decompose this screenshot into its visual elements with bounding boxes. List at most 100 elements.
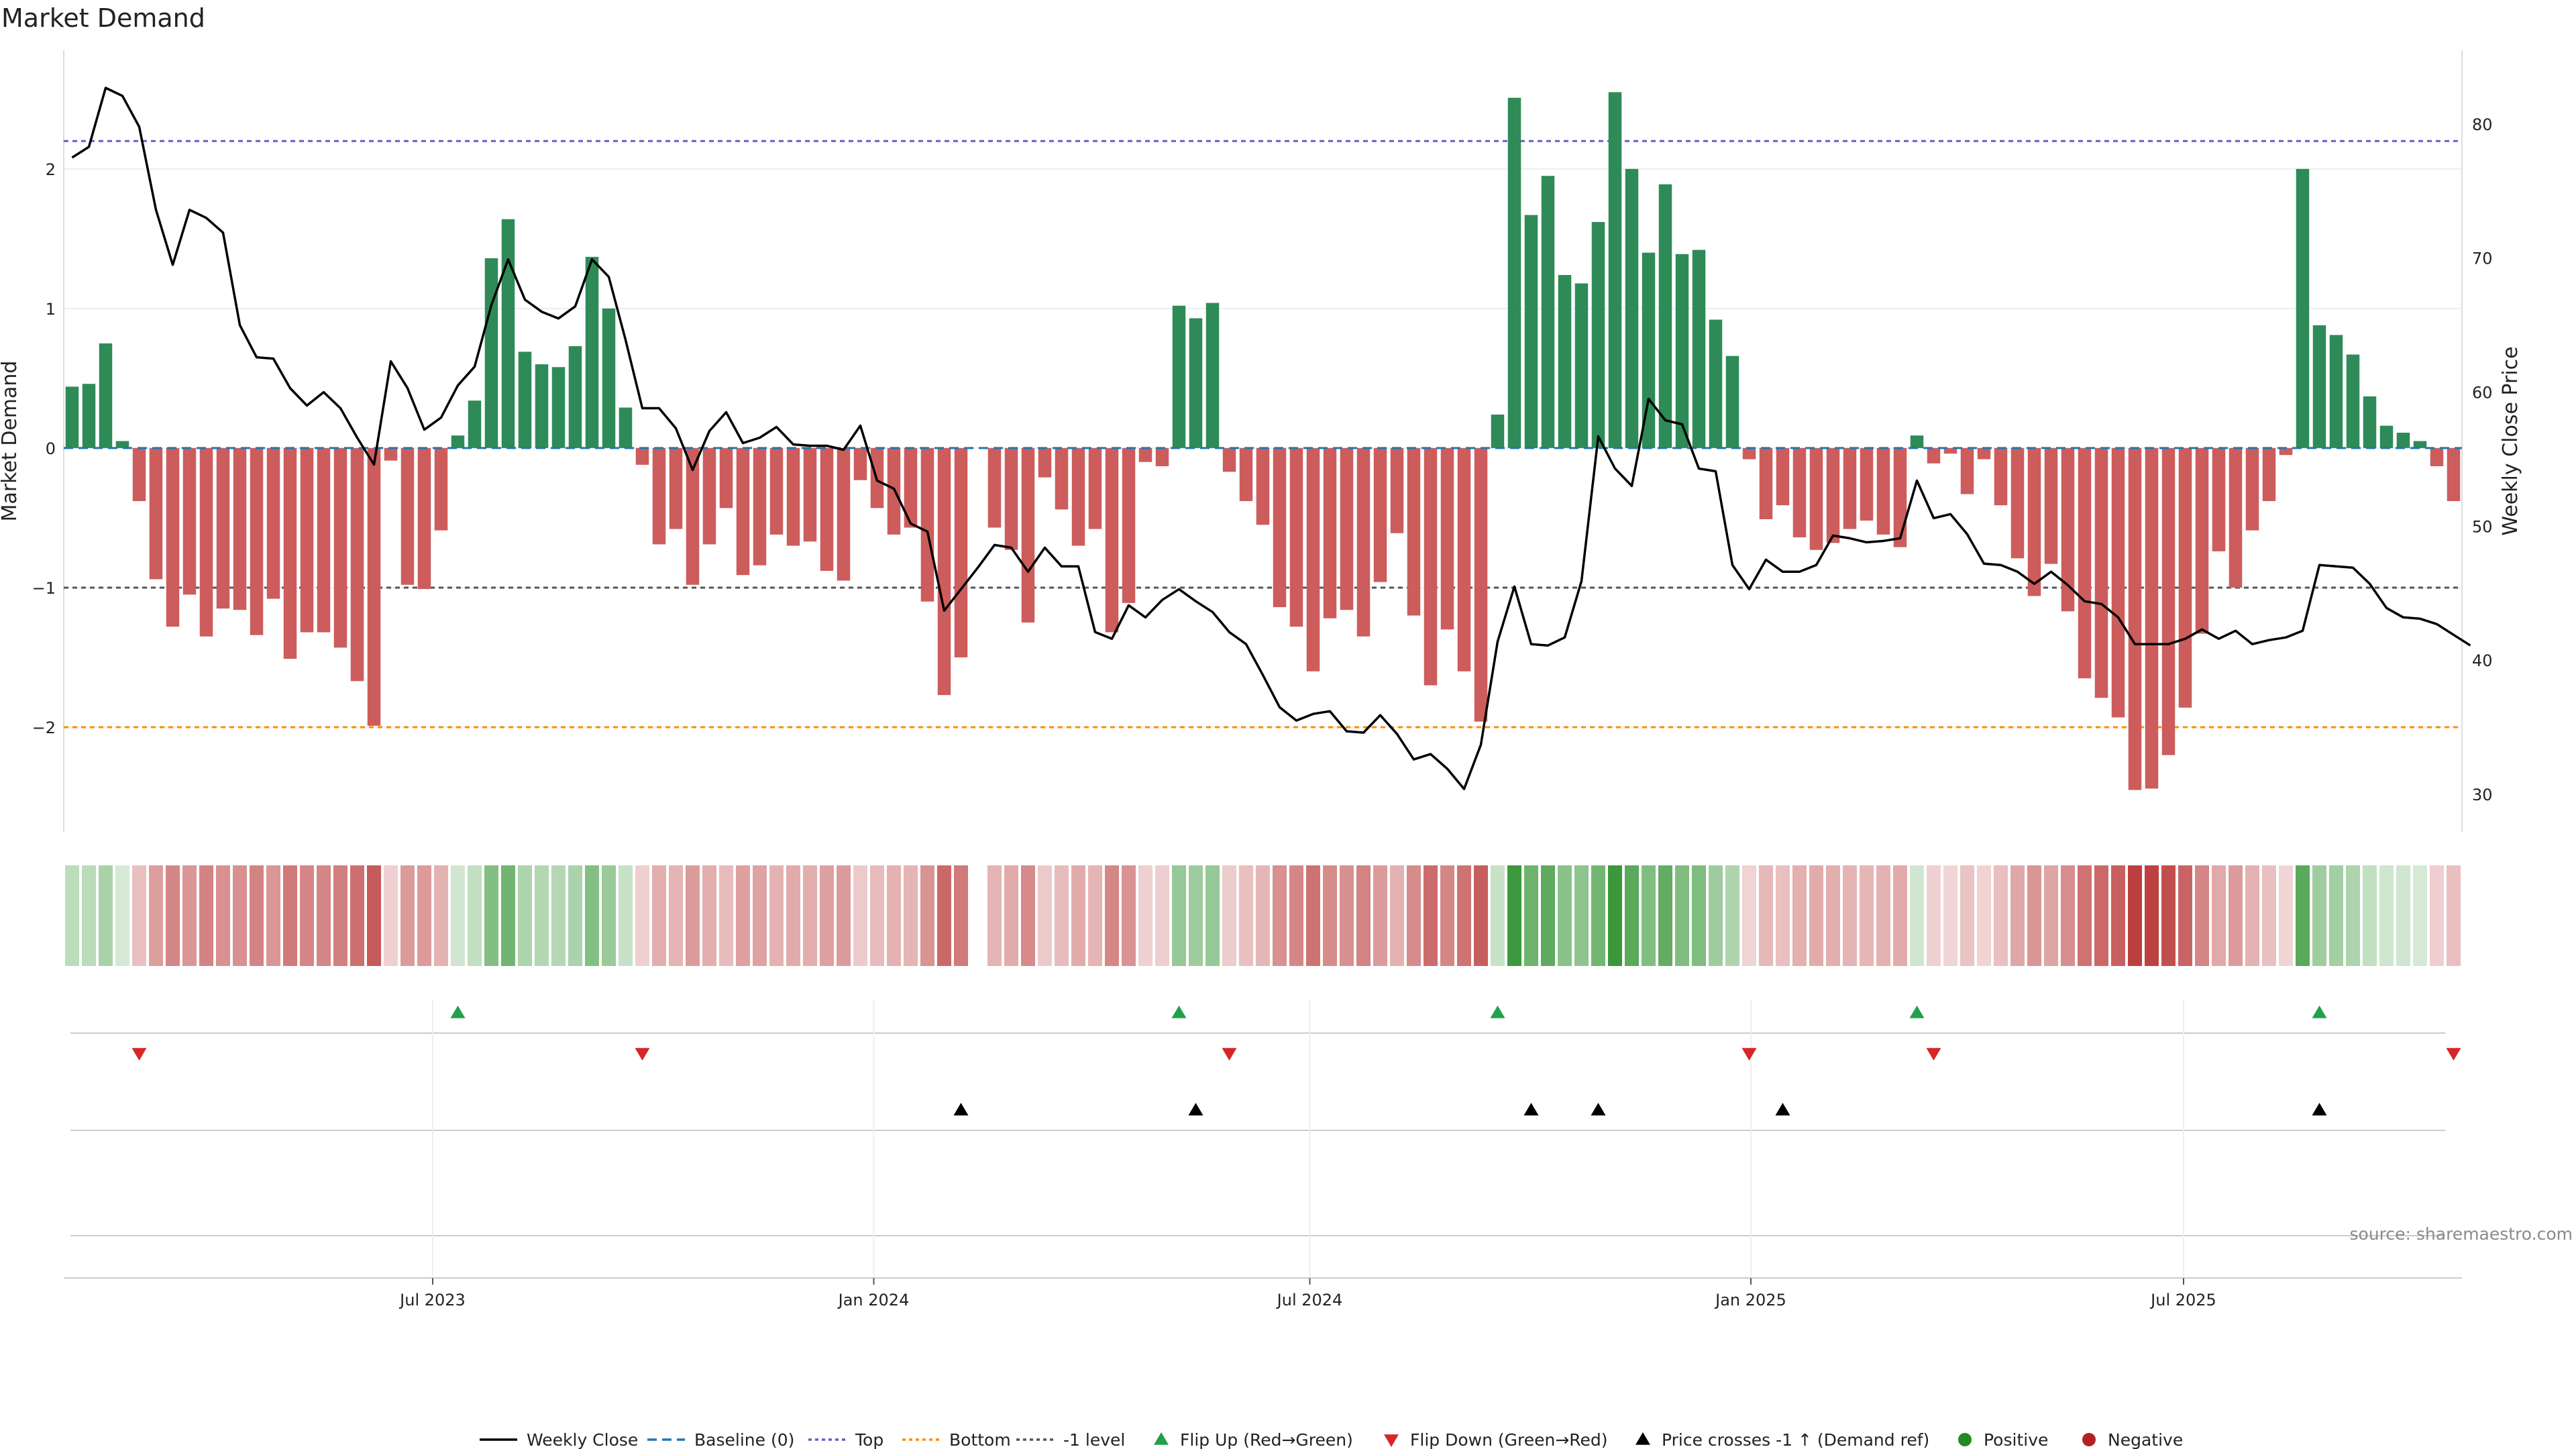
demand-strip-cell [602,865,616,966]
demand-strip-cell [887,865,901,966]
demand-strip-cell [551,865,566,966]
demand-strip-cell [2396,865,2410,966]
demand-strip-cell [2296,865,2310,966]
legend-label: Positive [1984,1430,2048,1449]
demand-strip-cell [853,865,867,966]
demand-strip-cell [350,865,364,966]
demand-strip-cell [1474,865,1488,966]
demand-strip-cell [820,865,834,966]
y2-tick-label: 60 [2472,384,2493,402]
flip-up-marker [1909,1006,1925,1018]
demand-strip-cell [1323,865,1337,966]
demand-bar [149,447,163,580]
x-tick-label: Jul 2024 [1276,1291,1343,1309]
flip-up-marker [450,1006,466,1018]
demand-strip-cell [384,865,398,966]
demand-strip-cell [954,865,968,966]
demand-bar [1960,447,1974,494]
demand-strip-cell [937,865,951,966]
demand-bar [1608,92,1622,448]
demand-bar [2363,396,2377,448]
y2-tick-label: 50 [2472,517,2493,536]
price-cross-marker [953,1103,969,1116]
demand-strip-cell [652,865,666,966]
flip-down-marker [635,1048,650,1061]
demand-bar [1524,215,1538,448]
demand-bar [1424,447,1438,686]
demand-strip-cell [1105,865,1119,966]
demand-bar [602,308,616,448]
price-cross-marker [1523,1103,1539,1116]
demand-bar [2111,447,2125,718]
demand-strip-cell [1340,865,1354,966]
demand-bar [317,447,331,633]
demand-bar [1222,447,1236,472]
demand-strip-cell [2078,865,2092,966]
demand-bar [1088,447,1102,529]
source-label: source: sharemaestro.com [2350,1224,2573,1244]
demand-bar [2262,447,2276,501]
price-cross-marker [1188,1103,1203,1116]
demand-strip-cell [2346,865,2360,966]
demand-strip-cell [115,865,129,966]
demand-bar [1172,305,1186,448]
demand-strip-cell [2312,865,2326,966]
demand-strip-cell [870,865,884,966]
demand-strip-cell [451,865,465,966]
demand-strip-cell [1071,865,1085,966]
demand-strip-cell [786,865,800,966]
demand-strip-cell [635,865,649,966]
demand-strip-cell [2262,865,2276,966]
demand-bar [786,447,800,546]
demand-strip-cell [1289,865,1303,966]
demand-strip-cell [1222,865,1236,966]
legend-label: Negative [2108,1430,2183,1449]
demand-strip-cell [1172,865,1186,966]
demand-bar [1105,447,1119,633]
demand-bar [2145,447,2159,789]
demand-strip-cell [300,865,314,966]
weekly-close-line [71,87,2471,790]
demand-bar [300,447,314,633]
demand-bar [2161,447,2176,755]
demand-strip-cell [669,865,683,966]
demand-strip-cell [1960,865,1974,966]
demand-bar [2245,447,2259,531]
demand-strip-cell [2161,865,2176,966]
demand-bar [853,447,867,480]
demand-bar [1457,447,1471,672]
demand-bar [1289,447,1303,627]
price-cross-marker [1591,1103,1606,1116]
y2-tick-label: 80 [2472,115,2493,134]
demand-bar [333,447,347,648]
demand-bar [2329,335,2343,448]
demand-strip-cell [568,865,582,966]
demand-bar [434,447,448,531]
demand-strip-cell [1642,865,1656,966]
demand-bar [954,447,968,657]
demand-strip-cell [1189,865,1203,966]
demand-bar [484,258,498,448]
demand-bar [1574,283,1589,448]
demand-strip-cell [1709,865,1723,966]
demand-strip-cell [2447,865,2461,966]
demand-strip-cell [182,865,197,966]
demand-bar [2413,441,2427,448]
demand-bar [1138,447,1152,462]
demand-bar [585,256,599,448]
demand-strip-cell [2061,865,2075,966]
y-tick-label: −2 [32,718,56,737]
demand-strip-cell [837,865,851,966]
demand-strip-cell [149,865,163,966]
demand-bar [1122,447,1136,603]
demand-strip-cell [619,865,633,966]
demand-bar [1776,447,1790,506]
demand-bar [2010,447,2025,559]
demand-strip-cell [686,865,700,966]
demand-strip-cell [1055,865,1069,966]
demand-strip-cell [1893,865,1907,966]
demand-bar [2061,447,2075,612]
demand-strip-cell [1440,865,1454,966]
demand-strip-cell [1541,865,1555,966]
demand-strip-cell [1608,865,1622,966]
